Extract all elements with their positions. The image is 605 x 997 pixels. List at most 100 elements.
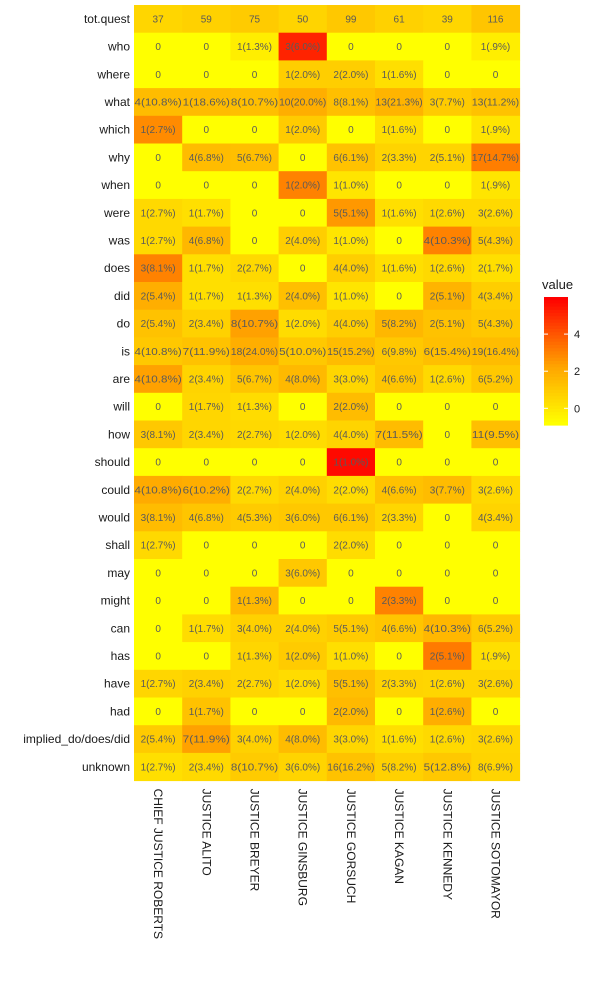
- heatmap-cell: [423, 143, 472, 172]
- cell-label: 1(1.0%): [333, 458, 368, 469]
- heatmap-cell: [375, 365, 424, 394]
- cell-label: 1(.9%): [481, 42, 510, 53]
- heatmap-cell: [182, 115, 231, 144]
- heatmap-cell: [326, 642, 376, 671]
- row-label-tot-quest: tot.quest: [84, 12, 131, 26]
- cell-label: 1(2.6%): [430, 374, 465, 385]
- heatmap-cell: [278, 531, 328, 560]
- cell-label: 0: [493, 70, 499, 81]
- cell-label: 8(10.7%): [231, 762, 278, 773]
- cell-label: 59: [201, 14, 213, 25]
- cell-label: 1(1.7%): [189, 707, 224, 718]
- heatmap-cell: [471, 32, 521, 61]
- heatmap-cell: [134, 309, 183, 338]
- cell-label: 3(2.6%): [478, 679, 513, 690]
- cell-label: 13(11.2%): [472, 97, 519, 108]
- cell-label: 0: [396, 707, 402, 718]
- heatmap-cell: [471, 254, 521, 283]
- cell-label: 2(5.4%): [141, 735, 176, 746]
- column-label-justice-gorsuch: JUSTICE GORSUCH: [344, 789, 358, 904]
- cell-label: 1(2.0%): [285, 679, 320, 690]
- cell-label: 0: [204, 42, 210, 53]
- legend-gradient-segment: [544, 338, 568, 343]
- legend-gradient-segment: [544, 364, 568, 368]
- cell-label: 0: [204, 651, 210, 662]
- legend-gradient-segment: [544, 309, 568, 314]
- heatmap-cell: [230, 143, 280, 172]
- column-label-justice-breyer: JUSTICE BREYER: [248, 789, 262, 892]
- legend-gradient-segment: [544, 361, 568, 365]
- cell-label: 0: [252, 541, 258, 552]
- cell-label: 3(6.0%): [285, 513, 320, 524]
- heatmap-cell: [326, 559, 376, 588]
- heatmap-cell: [278, 171, 328, 200]
- cell-label: 7(11.5%): [376, 430, 423, 441]
- heatmap-cell: [375, 448, 424, 477]
- heatmap-cell: [230, 115, 280, 144]
- heatmap-cell: [182, 531, 231, 560]
- heatmap-cell: [230, 88, 280, 117]
- heatmap-cell: [471, 5, 521, 34]
- heatmap-cell: [375, 752, 424, 782]
- cell-label: 6(5.2%): [478, 374, 513, 385]
- heatmap-cell: [278, 365, 328, 394]
- heatmap-cell: [471, 282, 521, 311]
- cell-label: 4(4.0%): [333, 319, 368, 330]
- heatmap-cell: [182, 669, 231, 698]
- cell-label: 3(4.0%): [237, 624, 272, 635]
- cell-label: 18(24.0%): [231, 347, 278, 358]
- heatmap-cell: [278, 392, 328, 421]
- cell-label: 0: [445, 42, 451, 53]
- cell-label: 0: [493, 541, 499, 552]
- heatmap-cell: [134, 282, 183, 311]
- cell-label: 0: [204, 541, 210, 552]
- heatmap-cell: [182, 60, 231, 89]
- cell-label: 6(15.4%): [424, 347, 471, 358]
- heatmap-cell: [182, 448, 231, 477]
- heatmap-cell: [182, 282, 231, 311]
- heatmap-cell: [134, 614, 183, 643]
- row-label-when: when: [100, 178, 130, 192]
- cell-label: 2(5.1%): [430, 651, 465, 662]
- heatmap-cell: [278, 669, 328, 698]
- cell-label: 3(8.1%): [141, 264, 176, 275]
- cell-label: 2(5.4%): [141, 319, 176, 330]
- cell-label: 116: [488, 14, 504, 25]
- cell-label: 0: [396, 458, 402, 469]
- legend-gradient-segment: [544, 399, 568, 404]
- cell-label: 1(1.6%): [382, 70, 417, 81]
- heatmap-cell: [423, 309, 472, 338]
- column-label-justice-sotomayor: JUSTICE SOTOMAYOR: [489, 789, 503, 920]
- heatmap-cell: [471, 475, 521, 505]
- cell-label: 1(1.7%): [189, 624, 224, 635]
- heatmap-cell: [230, 475, 280, 505]
- row-label-does: does: [104, 261, 130, 275]
- cell-label: 2(5.1%): [430, 319, 465, 330]
- row-label-will: will: [112, 400, 130, 414]
- heatmap-cells: 37 59 75 50 99 61 39 116 0 0 1(1.3%) 3(6.0%) 0 0 0 1(.9…: [134, 5, 521, 782]
- heatmap-cell: [182, 614, 231, 643]
- cell-label: 0: [493, 568, 499, 579]
- heatmap-cell: [134, 337, 183, 366]
- cell-label: 0: [445, 568, 451, 579]
- heatmap-cell: [375, 282, 424, 311]
- heatmap-cell: [326, 282, 376, 311]
- cell-label: 5(5.1%): [333, 624, 368, 635]
- heatmap-cell: [134, 143, 183, 172]
- heatmap-cell: [471, 614, 521, 643]
- cell-label: 0: [155, 568, 161, 579]
- cell-label: 17(14.7%): [472, 153, 519, 164]
- heatmap-cell: [134, 60, 183, 89]
- cell-label: 1(2.6%): [430, 707, 465, 718]
- legend-gradient-segment: [544, 306, 568, 311]
- cell-label: 0: [396, 541, 402, 552]
- heatmap-cell: [278, 614, 328, 643]
- heatmap-cell: [182, 752, 231, 782]
- cell-label: 3(2.6%): [478, 208, 513, 219]
- cell-label: 5(5.1%): [333, 208, 368, 219]
- cell-label: 0: [204, 181, 210, 192]
- legend-gradient-segment: [544, 405, 568, 410]
- legend-gradient-segment: [544, 357, 568, 362]
- heatmap-cell: [375, 642, 424, 671]
- heatmap-cell: [278, 198, 328, 228]
